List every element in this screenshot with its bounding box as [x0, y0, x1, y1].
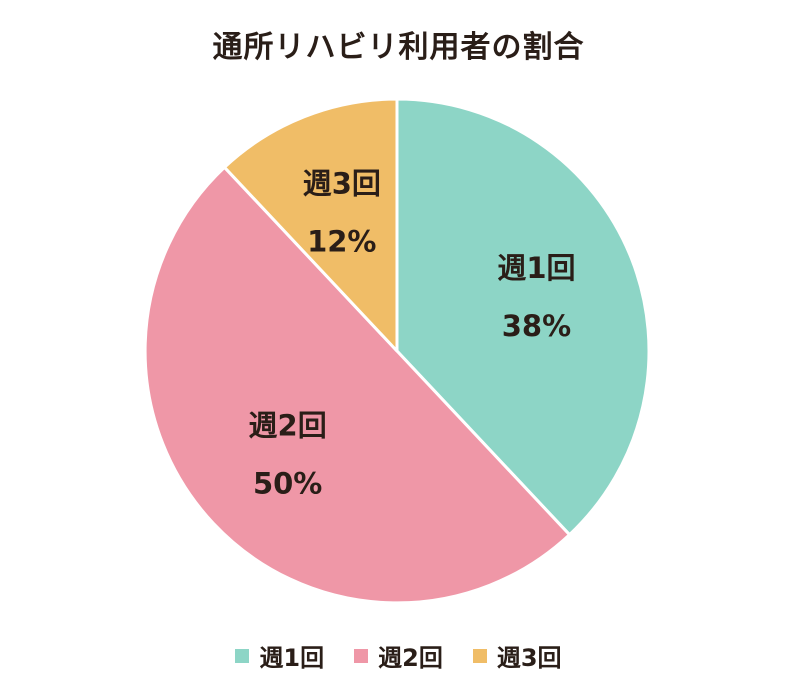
legend-label-1: 週1回	[259, 644, 325, 672]
slice-value-label-2: 50%	[253, 467, 322, 501]
slice-value-label-3: 12%	[307, 225, 376, 259]
legend: 週1回 週2回 週3回	[0, 638, 797, 673]
legend-item-2: 週2回	[354, 638, 443, 673]
slice-category-label-3: 週3回	[303, 167, 381, 201]
pie-slice-3	[222, 97, 399, 353]
chart-title: 通所リハビリ利用者の割合	[212, 30, 585, 65]
legend-swatch-1	[235, 648, 250, 663]
slice-category-label-1: 週1回	[497, 251, 575, 285]
pie-slice-1	[395, 97, 651, 537]
slice-category-label-2: 週2回	[249, 409, 327, 443]
slice-value-label-1: 38%	[502, 309, 571, 343]
pie-slice-2	[143, 165, 572, 605]
pie-slices	[143, 97, 651, 605]
legend-label-3: 週3回	[496, 644, 562, 672]
legend-swatch-3	[472, 648, 487, 663]
pie-labels: 週1回 38% 週2回 50% 週3回 12%	[249, 167, 576, 501]
legend-item-3: 週3回	[472, 638, 562, 673]
legend-item-1: 週1回	[235, 638, 324, 673]
legend-swatch-2	[354, 648, 369, 663]
legend-label-2: 週2回	[378, 644, 443, 672]
